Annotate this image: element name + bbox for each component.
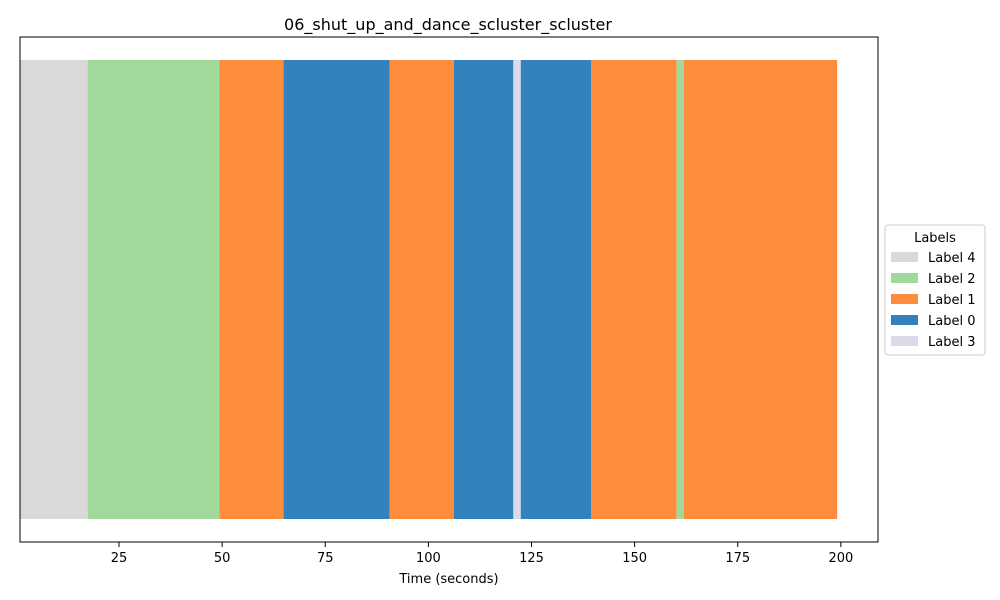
x-tick-label-75: 75 xyxy=(317,551,334,566)
plot-frame xyxy=(19,36,879,543)
x-tick-label-200: 200 xyxy=(828,551,853,566)
segment-8-label-1 xyxy=(591,60,677,519)
chart-title: 06_shut_up_and_dance_scluster_scluster xyxy=(284,15,612,35)
x-tick-label-25: 25 xyxy=(111,551,128,566)
legend-label-label-2: Label 2 xyxy=(928,272,975,287)
segment-7-label-0 xyxy=(520,60,592,519)
x-tick-label-100: 100 xyxy=(416,551,441,566)
legend-label-label-3: Label 3 xyxy=(928,335,975,350)
legend-swatch-label-4 xyxy=(891,252,918,262)
segment-2-label-1 xyxy=(219,60,284,519)
legend-label-label-0: Label 0 xyxy=(928,314,975,329)
segment-10-label-1 xyxy=(683,60,838,519)
segment-5-label-0 xyxy=(453,60,514,519)
legend-label-label-4: Label 4 xyxy=(928,251,975,266)
x-tick-label-50: 50 xyxy=(214,551,231,566)
segment-3-label-0 xyxy=(283,60,390,519)
x-axis: 25 50 75 100 125 150 175 200 xyxy=(111,542,853,566)
segment-1-label-2 xyxy=(87,60,220,519)
x-tick-label-175: 175 xyxy=(725,551,750,566)
legend-swatch-label-1 xyxy=(891,294,918,304)
segment-0-label-4 xyxy=(20,60,88,519)
segment-6-label-3 xyxy=(513,60,521,519)
legend-swatch-label-2 xyxy=(891,273,918,283)
legend-title: Labels xyxy=(914,231,956,246)
legend: Labels Label 4 Label 2 Label 1 Label 0 Label… xyxy=(884,224,986,356)
legend-swatch-label-3 xyxy=(891,336,918,346)
x-tick-label-150: 150 xyxy=(622,551,647,566)
x-axis-label: Time (seconds) xyxy=(398,572,498,587)
x-tick-label-125: 125 xyxy=(519,551,544,566)
segment-9-label-2 xyxy=(676,60,684,519)
legend-label-label-1: Label 1 xyxy=(928,293,975,308)
segment-4-label-1 xyxy=(389,60,454,519)
segments-group xyxy=(20,60,838,519)
legend-swatch-label-0 xyxy=(891,315,918,325)
